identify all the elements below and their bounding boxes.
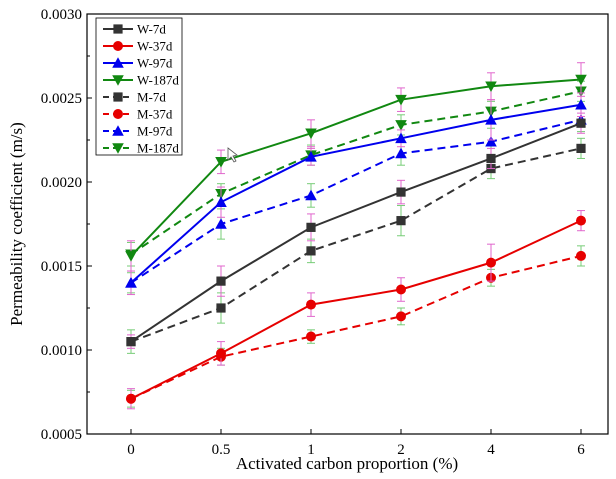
data-point <box>486 153 496 164</box>
series-line <box>130 122 582 343</box>
series-line <box>130 219 582 400</box>
y-axis: 0.0005 0.0010 0.0015 0.0020 0.0025 0.0030 <box>41 7 92 443</box>
data-point <box>485 135 497 147</box>
data-point <box>305 151 317 162</box>
x-tick-label: 0.5 <box>212 442 231 458</box>
series-W-37d <box>126 210 586 410</box>
data-point <box>396 187 406 197</box>
legend-label: W-37d <box>137 39 173 54</box>
cursor-pointer-icon <box>227 147 238 163</box>
y-axis-title: Permeability coefficient (m/s) <box>7 122 26 326</box>
data-point <box>575 98 587 110</box>
x-tick-label: 4 <box>487 442 495 458</box>
legend-swatch-marker <box>112 125 124 136</box>
data-point <box>395 147 407 159</box>
data-point <box>126 337 136 347</box>
series-W-97d <box>125 92 587 296</box>
legend: W-7d W-37d W-97d W-187d M-7d M-37d M-97d M-187d <box>95 17 238 163</box>
legend-swatch-marker <box>113 92 123 102</box>
data-point <box>395 120 407 131</box>
series-W-7d <box>126 112 586 349</box>
data-point <box>305 189 317 201</box>
data-point <box>215 157 227 168</box>
data-point <box>576 143 586 153</box>
data-point <box>306 299 316 310</box>
x-axis: 0 0.5 1 2 4 6 <box>127 429 585 458</box>
plot-marks <box>125 62 587 410</box>
legend-label: M-7d <box>137 90 166 105</box>
y-tick-label: 0.0025 <box>41 91 82 107</box>
legend-swatch-marker <box>113 41 123 51</box>
data-point <box>576 215 586 226</box>
y-tick-label: 0.0015 <box>41 259 82 275</box>
series-line <box>130 90 582 256</box>
data-point <box>216 303 226 313</box>
legend-label: W-7d <box>137 22 166 37</box>
legend-label: M-187d <box>137 141 179 156</box>
data-point <box>575 74 587 86</box>
data-point <box>396 216 406 226</box>
y-tick-label: 0.0010 <box>41 343 82 359</box>
data-point <box>576 250 586 261</box>
legend-swatch-marker <box>112 57 124 68</box>
data-point <box>216 276 226 286</box>
series-W-187d <box>125 62 587 272</box>
data-point <box>576 118 586 128</box>
x-tick-label: 1 <box>307 442 315 458</box>
data-point <box>125 277 137 288</box>
series-M-7d <box>126 137 586 354</box>
series-line <box>130 147 582 343</box>
legend-box <box>95 17 183 156</box>
data-point <box>486 257 496 268</box>
data-point <box>396 311 406 322</box>
data-point <box>215 196 227 207</box>
data-point <box>125 251 137 262</box>
data-point <box>395 94 407 106</box>
legend-swatch-marker <box>113 24 123 34</box>
legend-label: M-97d <box>137 124 173 139</box>
x-tick-label: 6 <box>577 442 585 458</box>
data-point <box>215 218 227 229</box>
legend-swatch-marker <box>112 75 124 86</box>
data-point <box>306 246 316 256</box>
legend-label: W-187d <box>137 73 179 88</box>
legend-label: W-97d <box>137 56 173 71</box>
legend-swatch-marker <box>112 143 124 154</box>
series-line <box>130 254 582 400</box>
x-axis-title: Activated carbon proportion (%) <box>236 454 458 473</box>
data-point <box>485 81 497 93</box>
data-point <box>396 284 406 295</box>
legend-swatch-marker <box>113 109 123 119</box>
data-point <box>305 128 317 140</box>
y-tick-label: 0.0030 <box>41 7 82 23</box>
x-tick-label: 0 <box>127 442 135 458</box>
data-point <box>485 114 497 125</box>
y-tick-label: 0.0005 <box>41 427 82 443</box>
data-point <box>216 348 226 359</box>
data-point <box>126 393 136 404</box>
data-point <box>306 222 316 232</box>
series-line <box>130 103 582 284</box>
y-tick-label: 0.0020 <box>41 175 82 191</box>
series-line <box>130 78 582 257</box>
data-point <box>395 132 407 144</box>
data-point <box>306 331 316 342</box>
x-tick-label: 2 <box>397 442 405 458</box>
legend-label: M-37d <box>137 107 173 122</box>
series-line <box>130 118 582 284</box>
